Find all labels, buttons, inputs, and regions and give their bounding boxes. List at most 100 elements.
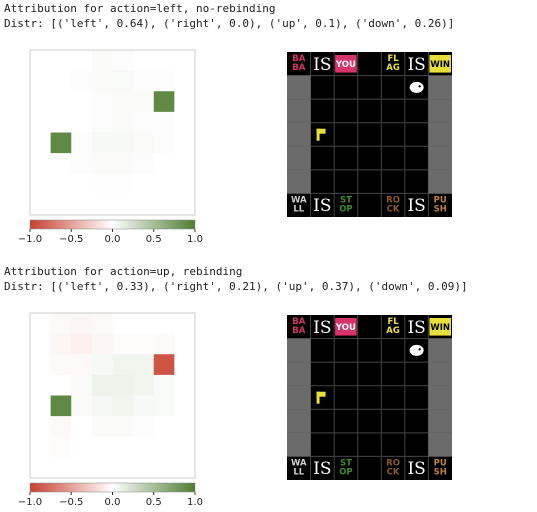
heat-cell xyxy=(50,436,72,458)
is-tile: IS xyxy=(407,196,425,216)
heat-cell xyxy=(174,457,196,479)
rule-word: WA xyxy=(291,458,307,468)
heatmap-frame xyxy=(29,49,196,216)
heat-cell xyxy=(91,354,113,376)
heat-cell xyxy=(50,354,72,376)
heat-cell xyxy=(91,111,113,133)
heat-cell xyxy=(112,416,134,438)
heat-cell xyxy=(71,132,93,154)
rule-word: PU xyxy=(434,458,447,468)
rule-word: BA xyxy=(292,326,305,336)
heat-cell xyxy=(133,50,155,71)
heat-cell xyxy=(112,395,134,417)
wall xyxy=(428,338,452,363)
heat-cell xyxy=(71,111,93,133)
heat-cell xyxy=(153,70,175,92)
heat-cell xyxy=(153,313,175,334)
heat-cell xyxy=(91,313,113,334)
heat-cell xyxy=(91,194,113,216)
heat-cell xyxy=(71,194,93,216)
heat-cell xyxy=(174,374,196,396)
heat-cell xyxy=(71,395,93,417)
heat-cell xyxy=(30,333,51,355)
rule-word: WIN xyxy=(430,323,450,333)
wall xyxy=(287,338,311,363)
wall xyxy=(428,362,452,386)
heat-cell xyxy=(112,313,134,334)
colorbar-tick-label: 0.0 xyxy=(105,234,121,245)
rule-word: SH xyxy=(434,204,447,214)
heat-cell xyxy=(153,354,175,376)
heat-cell xyxy=(112,111,134,133)
heat-cell xyxy=(50,70,72,92)
heat-cell xyxy=(153,173,175,195)
heat-cell xyxy=(50,395,72,417)
heat-cell xyxy=(30,194,51,216)
heat-cell xyxy=(30,395,51,417)
heat-cell xyxy=(71,153,93,175)
heat-cell xyxy=(50,111,72,133)
heat-cell xyxy=(174,70,196,92)
wall xyxy=(287,385,311,410)
rule-word: PU xyxy=(434,195,447,205)
is-tile: IS xyxy=(313,55,331,75)
heat-cell xyxy=(133,194,155,216)
wall xyxy=(428,75,452,100)
wall xyxy=(287,362,311,386)
heat-cell xyxy=(133,374,155,396)
heat-cell xyxy=(91,70,113,92)
heat-cell xyxy=(112,50,134,71)
heat-cell xyxy=(30,132,51,154)
heat-cell xyxy=(91,132,113,154)
tile-bg xyxy=(429,55,451,73)
baba-sprite xyxy=(409,81,424,93)
heat-cell xyxy=(30,354,51,376)
colorbar-tick-label: −0.5 xyxy=(59,497,83,508)
distr-text: Distr: [('left', 0.64), ('right', 0.0), … xyxy=(4,17,454,30)
rule-word: FL xyxy=(387,54,399,64)
heat-cell xyxy=(112,354,134,376)
heat-cell xyxy=(91,395,113,417)
wall xyxy=(287,169,311,194)
wall xyxy=(287,75,311,100)
heat-cell xyxy=(91,416,113,438)
heat-cell xyxy=(30,91,51,113)
heat-cell xyxy=(153,111,175,133)
heat-cell xyxy=(112,194,134,216)
wall xyxy=(428,385,452,410)
heat-cell xyxy=(153,153,175,175)
wall xyxy=(428,409,452,433)
heat-cell xyxy=(153,91,175,113)
heat-cell xyxy=(30,50,51,71)
is-tile: IS xyxy=(313,196,331,216)
heat-cell xyxy=(153,457,175,479)
wall xyxy=(287,122,311,147)
rule-word: OP xyxy=(339,204,352,214)
heat-cell xyxy=(112,457,134,479)
colorbar-tick-label: −0.5 xyxy=(59,234,83,245)
heat-cell xyxy=(133,153,155,175)
rule-word: BA xyxy=(292,63,305,73)
heat-cell xyxy=(112,173,134,195)
colorbar-tick-label: −1.0 xyxy=(18,497,42,508)
is-tile: IS xyxy=(407,55,425,75)
rule-word: CK xyxy=(387,467,400,477)
heat-cell xyxy=(174,173,196,195)
heat-cell xyxy=(50,374,72,396)
heat-cell xyxy=(112,91,134,113)
tile-bg xyxy=(429,318,451,336)
heat-cell xyxy=(112,132,134,154)
heat-cell xyxy=(50,50,72,71)
flag-pole xyxy=(316,391,320,404)
heat-cell xyxy=(71,436,93,458)
heat-cell xyxy=(30,374,51,396)
wall xyxy=(428,432,452,457)
heatmap-frame xyxy=(29,312,196,479)
heat-cell xyxy=(153,416,175,438)
heat-cell xyxy=(153,395,175,417)
heat-cell xyxy=(71,374,93,396)
heat-cell xyxy=(91,374,113,396)
heat-cell xyxy=(174,416,196,438)
heat-cell xyxy=(91,153,113,175)
colorbar-tick-label: −1.0 xyxy=(18,234,42,245)
